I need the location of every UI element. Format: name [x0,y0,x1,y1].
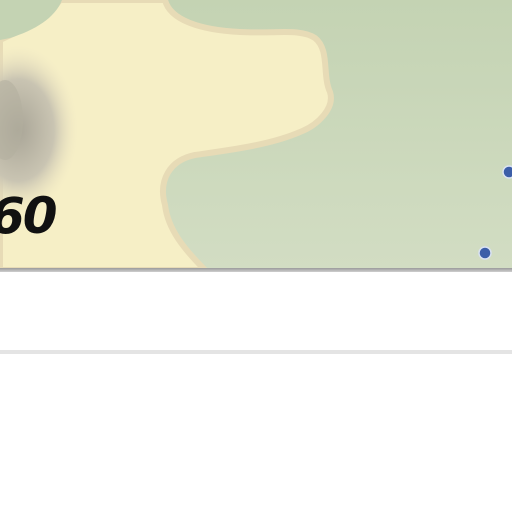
blue-dot-marker[interactable] [502,165,512,179]
horizontal-divider [0,350,512,354]
map-graphic [0,0,512,270]
map-view[interactable]: 60 [0,0,512,270]
relief-peak [0,80,23,160]
blue-dot-marker[interactable] [478,246,492,260]
blank-content-area [0,272,512,512]
yellow-region [0,0,334,270]
relief-shading [0,45,78,215]
map-bottom-border [0,268,512,272]
green-patch-top-left [0,0,62,40]
map-place-label: 60 [0,187,58,245]
